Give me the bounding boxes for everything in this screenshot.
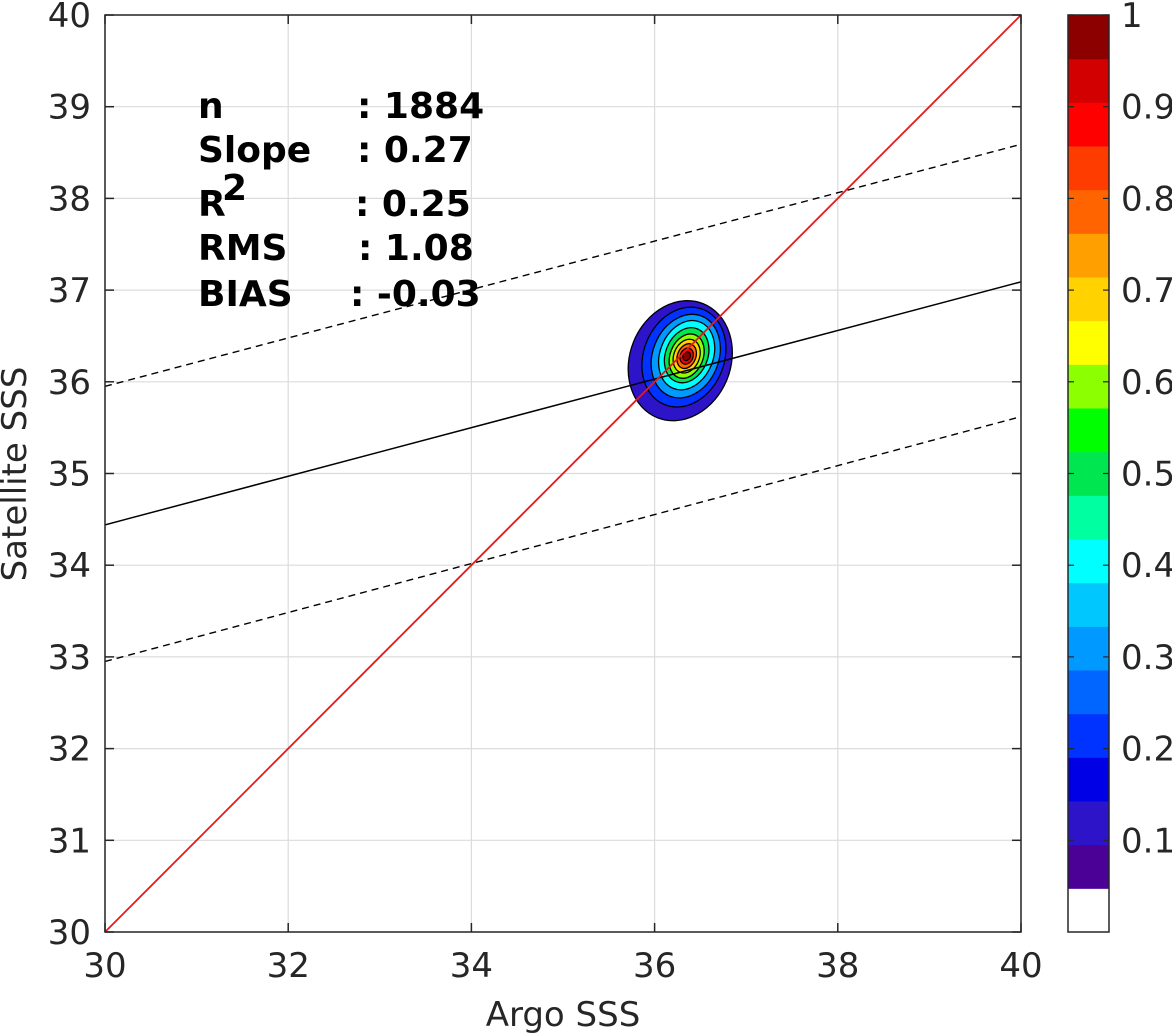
contour-level (682, 351, 692, 362)
colorbar-segment (1068, 320, 1109, 365)
regression-line (105, 281, 1021, 526)
colorbar-tick-label: 0.2 (1121, 730, 1172, 770)
y-tick-label: 33 (48, 638, 91, 678)
stat-label: RMS (198, 228, 287, 269)
colorbar-segment (1068, 364, 1109, 409)
colorbar-tick-label: 1 (1121, 0, 1143, 36)
x-axis-label: Argo SSS (486, 995, 641, 1035)
one-to-one-line (105, 15, 1021, 932)
y-axis-label: Satellite SSS (0, 367, 35, 582)
stat-label: Slope (198, 130, 311, 171)
x-tick-label: 34 (450, 946, 493, 986)
x-tick-label: 32 (267, 946, 310, 986)
colorbar-segment (1068, 408, 1109, 453)
colorbar-segment (1068, 15, 1109, 60)
colorbar-segment (1068, 888, 1109, 933)
y-tick-label: 39 (48, 88, 91, 128)
y-tick-label: 40 (48, 0, 91, 36)
colorbar-tick-label: 0.6 (1121, 363, 1172, 403)
axis-ticks: 30 32 34 36 38 40 30 31 32 33 34 35 36 37 38 39 40 (48, 0, 1043, 986)
colorbar-tick-label: 0.1 (1121, 821, 1172, 861)
stat-value: : 1884 (357, 86, 484, 127)
stat-value: : 1.08 (358, 228, 474, 269)
stat-label: R (198, 184, 226, 225)
y-tick-label: 38 (48, 179, 91, 219)
colorbar-segment (1068, 582, 1109, 627)
stat-superscript: 2 (222, 168, 247, 209)
y-tick-label: 31 (48, 821, 91, 861)
colorbar-segment (1068, 670, 1109, 715)
stat-label: n (198, 86, 224, 127)
y-tick-label: 35 (48, 455, 91, 495)
stat-value: : 0.27 (357, 130, 473, 171)
colorbar-tick-label: 0.8 (1121, 179, 1172, 219)
stat-value: : 0.25 (355, 184, 471, 225)
colorbar-segment (1068, 801, 1109, 846)
colorbar-tick-label: 0.4 (1121, 546, 1172, 586)
colorbar-segment (1068, 146, 1109, 191)
confidence-bound-line (105, 143, 1021, 388)
colorbar-segment (1068, 626, 1109, 671)
y-tick-label: 36 (48, 363, 91, 403)
stats-box: n : 1884 Slope : 0.27 R2 : 0.25 RMS : 1.08 BIAS:… (198, 86, 484, 315)
colorbar-segment (1068, 844, 1109, 889)
colorbar-tick-label: 0.7 (1121, 271, 1172, 311)
density-contours (627, 300, 733, 422)
colorbar-tick-label: 0.5 (1121, 455, 1172, 495)
stat-value: : -0.03 (350, 274, 481, 315)
colorbar: 0.1 0.2 0.3 0.4 0.5 0.6 0.7 0.8 0.9 1 (1067, 0, 1172, 933)
colorbar-segment (1068, 713, 1109, 758)
colorbar-segment (1068, 495, 1109, 540)
x-tick-label: 38 (816, 946, 859, 986)
x-tick-label: 30 (83, 946, 126, 986)
stat-label: BIAS (198, 274, 293, 315)
confidence-bound-line (105, 415, 1021, 663)
y-tick-label: 32 (48, 730, 91, 770)
colorbar-tick-label: 0.3 (1121, 638, 1172, 678)
y-tick-label: 37 (48, 271, 91, 311)
colorbar-segment (1068, 277, 1109, 322)
y-tick-label: 34 (48, 546, 91, 586)
y-tick-label: 30 (48, 913, 91, 953)
colorbar-segment (1068, 58, 1109, 103)
colorbar-segment (1068, 539, 1109, 584)
x-tick-label: 36 (633, 946, 676, 986)
colorbar-segment (1068, 451, 1109, 496)
x-tick-label: 40 (999, 946, 1042, 986)
colorbar-segment (1068, 189, 1109, 234)
colorbar-tick-label: 0.9 (1121, 88, 1172, 128)
reference-lines (105, 15, 1021, 932)
colorbar-segment (1068, 102, 1109, 147)
colorbar-segment (1068, 233, 1109, 278)
colorbar-segment (1068, 757, 1109, 802)
